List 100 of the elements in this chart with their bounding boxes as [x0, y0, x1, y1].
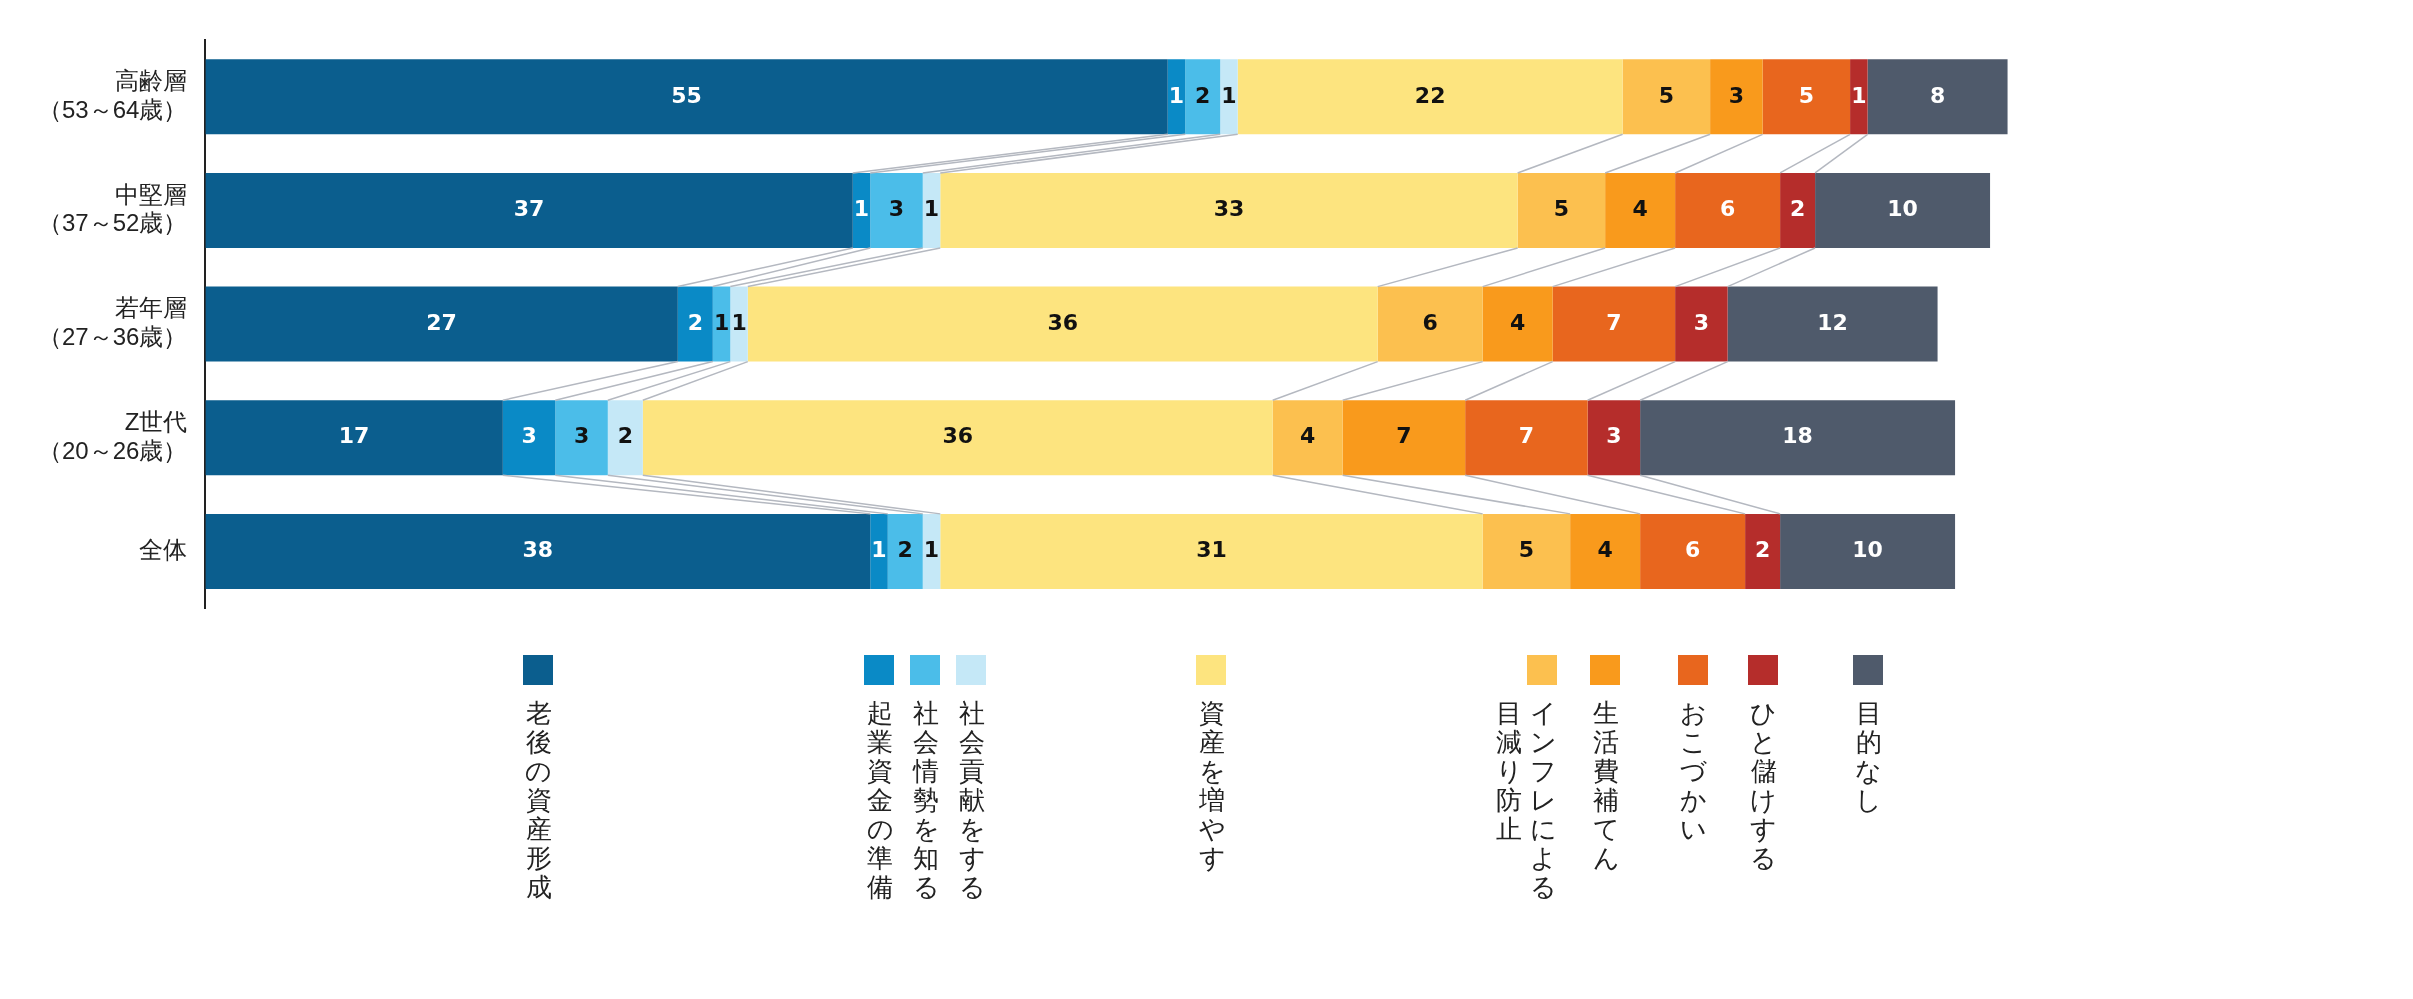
data-label: 8: [1929, 82, 1946, 108]
bar: [205, 286, 678, 362]
data-label: 6: [1719, 196, 1736, 222]
data-label: 5: [1658, 82, 1675, 108]
bar: [1605, 172, 1676, 248]
bar: [870, 513, 888, 589]
data-label: 3: [888, 196, 905, 222]
bar: [502, 400, 556, 476]
bar: [1745, 513, 1781, 589]
y-tick-label: 全体: [139, 536, 188, 564]
data-label: 18: [1782, 423, 1813, 449]
data-label: 3: [1693, 309, 1710, 335]
legend-label: ひと儲けする: [1749, 698, 1778, 875]
bar: [940, 172, 1518, 248]
data-label: 2: [1195, 82, 1211, 108]
bar: [1342, 400, 1466, 476]
bar: [1185, 59, 1221, 135]
bar: [1465, 400, 1588, 476]
bar: [1482, 513, 1571, 589]
bar: [1640, 400, 1956, 476]
bar: [1570, 513, 1641, 589]
legend-label: 起業資金の準備: [866, 698, 894, 902]
data-label: 2: [1754, 537, 1771, 563]
data-label: 1: [713, 309, 730, 335]
bar: [940, 513, 1483, 589]
data-label: 5: [1798, 82, 1814, 108]
bar: [870, 172, 923, 248]
data-label: 3: [573, 423, 590, 449]
data-label: 1: [1221, 82, 1237, 108]
bar: [1272, 400, 1343, 476]
bar: [1675, 172, 1781, 248]
bar: [1815, 172, 1991, 248]
bar: [1482, 286, 1553, 362]
data-label: 4: [1300, 423, 1316, 449]
data-label: 5: [1518, 537, 1535, 563]
bar: [555, 400, 608, 476]
data-label: 31: [1196, 537, 1227, 563]
data-label: 1: [731, 309, 747, 335]
data-label: 3: [1606, 423, 1622, 449]
data-label: 6: [1422, 309, 1438, 335]
data-label: 4: [1597, 537, 1613, 563]
data-label: 27: [426, 309, 457, 335]
legend-label: 目的なし: [1854, 698, 1883, 817]
y-tick-label: 若年層（27～36歳）: [38, 294, 188, 351]
legend-label: 社会貢献をする: [958, 698, 986, 902]
bar: [747, 286, 1378, 362]
text: インフレによる目減り防止: [1495, 698, 1557, 902]
legend-label: 生活費補てん: [1592, 698, 1621, 875]
data-label: 55: [671, 82, 702, 108]
data-label: 10: [1852, 537, 1883, 563]
bar: [1850, 59, 1868, 135]
data-label: 7: [1396, 423, 1412, 449]
y-tick-label: 高齢層（53～64歳）: [38, 67, 188, 123]
bar: [205, 172, 853, 248]
bar: [1587, 400, 1641, 476]
data-label: 1: [923, 537, 940, 563]
y-tick-label: Z世代（20～26歳）: [38, 407, 188, 464]
data-label: 2: [1789, 196, 1806, 222]
bar: [1622, 59, 1711, 135]
data-label: 38: [522, 537, 554, 563]
bar: [1552, 286, 1676, 362]
data-label: 4: [1632, 196, 1648, 222]
bar: [1780, 172, 1816, 248]
bar: [730, 286, 748, 362]
data-label: 37: [513, 196, 545, 222]
data-label: 6: [1684, 537, 1701, 563]
bar: [1377, 286, 1483, 362]
data-label: 22: [1414, 82, 1446, 108]
data-label: 7: [1606, 309, 1622, 335]
data-label: 5: [1553, 196, 1570, 222]
data-label: 12: [1817, 309, 1848, 335]
data-label: 2: [687, 309, 703, 335]
y-tick-label: 中堅層（37～52歳）: [38, 180, 188, 237]
data-label: 3: [1728, 82, 1745, 108]
bar: [205, 59, 1168, 135]
bar: [1710, 59, 1763, 135]
bar: [607, 400, 643, 476]
legend-label: おこづかい: [1679, 698, 1708, 846]
bar: [1762, 59, 1851, 135]
data-label: 17: [338, 423, 370, 449]
bar: [1220, 59, 1238, 135]
bar: [677, 286, 713, 362]
data-label: 2: [897, 537, 913, 563]
data-label: 3: [521, 423, 537, 449]
data-label: 36: [1047, 309, 1079, 335]
bar: [1237, 59, 1623, 135]
data-label: 1: [871, 537, 887, 563]
bar: [1675, 286, 1728, 362]
data-label: 10: [1887, 196, 1918, 222]
data-label: 1: [1851, 82, 1867, 108]
bar: [1640, 513, 1746, 589]
bar: [205, 513, 871, 589]
legend-label: 社会情勢を知る: [912, 698, 940, 902]
bar: [887, 513, 923, 589]
data-label: 4: [1509, 309, 1526, 335]
legend-label: 老後の資産形成: [524, 698, 553, 902]
legend-label: 資産を増やす: [1198, 698, 1227, 875]
bar: [1727, 286, 1938, 362]
data-label: 1: [853, 196, 870, 222]
bar: [1780, 513, 1956, 589]
